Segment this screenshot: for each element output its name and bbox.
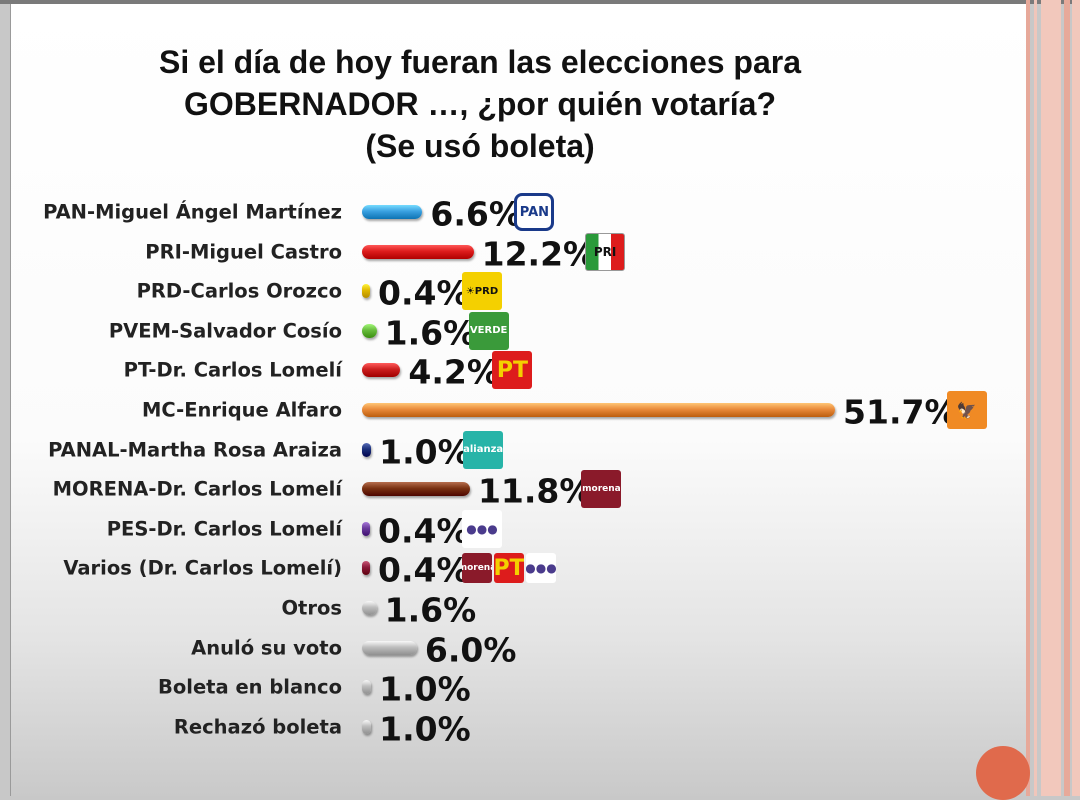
value-label: 0.4% xyxy=(378,511,470,551)
value-label: 1.0% xyxy=(379,709,471,749)
decor-circle xyxy=(976,746,1030,800)
category-label: PAN-Miguel Ángel Martínez xyxy=(43,200,342,224)
bar xyxy=(362,323,377,338)
category-label: PRD-Carlos Orozco xyxy=(136,279,342,303)
chart-title-line-1: Si el día de hoy fueran las elecciones p… xyxy=(158,44,802,80)
value-label: 1.0% xyxy=(379,669,471,709)
morena-logo-icon: morena xyxy=(462,553,492,584)
category-label: PRI-Miguel Castro xyxy=(145,240,342,264)
pri-logo-icon: PRI xyxy=(585,232,626,271)
bar xyxy=(362,640,417,655)
bar xyxy=(362,680,372,695)
pan-logo-icon: PAN xyxy=(514,193,555,231)
category-label: Varios (Dr. Carlos Lomelí) xyxy=(63,556,342,580)
encuentro-social-logo-icon: ●●● xyxy=(462,509,502,548)
morena-logo-icon: morena xyxy=(581,470,622,509)
top-border xyxy=(0,0,1080,4)
category-label: Rechazó boleta xyxy=(173,715,342,739)
pt-logo-icon: PT xyxy=(494,553,524,584)
bar xyxy=(362,719,372,734)
category-label: PES-Dr. Carlos Lomelí xyxy=(106,517,342,541)
bar xyxy=(362,482,470,497)
value-label: 12.2% xyxy=(481,234,597,274)
prd-logo-icon: ☀PRD xyxy=(462,272,502,311)
value-label: 51.7% xyxy=(843,392,958,432)
value-label: 6.6% xyxy=(430,194,522,234)
value-label: 1.6% xyxy=(384,313,477,353)
bar xyxy=(362,521,370,536)
value-label: 11.8% xyxy=(477,471,593,511)
decor-stripe xyxy=(1041,0,1061,796)
decor-stripe xyxy=(1064,0,1070,796)
bar xyxy=(362,244,474,259)
bar xyxy=(362,403,836,417)
pt-logo-icon: PT xyxy=(492,351,533,390)
category-label: PT-Dr. Carlos Lomelí xyxy=(123,358,342,382)
category-label: PANAL-Martha Rosa Araiza xyxy=(48,438,342,462)
decor-stripe xyxy=(1072,0,1080,796)
category-label: MC-Enrique Alfaro xyxy=(141,398,342,422)
category-label: MORENA-Dr. Carlos Lomelí xyxy=(52,477,342,501)
bar xyxy=(362,601,377,615)
bar xyxy=(362,284,370,299)
value-label: 0.4% xyxy=(378,550,470,590)
value-label: 0.4% xyxy=(378,273,470,313)
category-label: Anuló su voto xyxy=(191,636,342,660)
decor-stripe xyxy=(1034,0,1037,796)
value-label: 1.6% xyxy=(384,590,477,630)
bar xyxy=(362,363,401,378)
bar xyxy=(362,442,372,457)
decor-stripe xyxy=(1026,0,1030,796)
encuentro-social-logo-icon: ●●● xyxy=(526,553,556,584)
value-label: 1.0% xyxy=(379,432,471,472)
category-label: PVEM-Salvador Cosío xyxy=(108,319,342,343)
category-label: Boleta en blanco xyxy=(158,675,342,699)
category-label: Otros xyxy=(281,596,342,620)
chart-title-line-2: GOBERNADOR …, ¿por quién votaría? xyxy=(183,86,777,122)
value-label: 4.2% xyxy=(408,352,500,392)
bar xyxy=(362,205,423,219)
bar xyxy=(362,561,370,576)
chart-subtitle: (Se usó boleta) xyxy=(365,128,595,164)
mc-logo-icon: 🦅 xyxy=(946,391,987,429)
slide-background xyxy=(10,4,1027,796)
nueva-alianza-logo-icon: alianza xyxy=(463,430,504,469)
value-label: 6.0% xyxy=(424,630,517,670)
verde-logo-icon: VERDE xyxy=(468,311,509,350)
